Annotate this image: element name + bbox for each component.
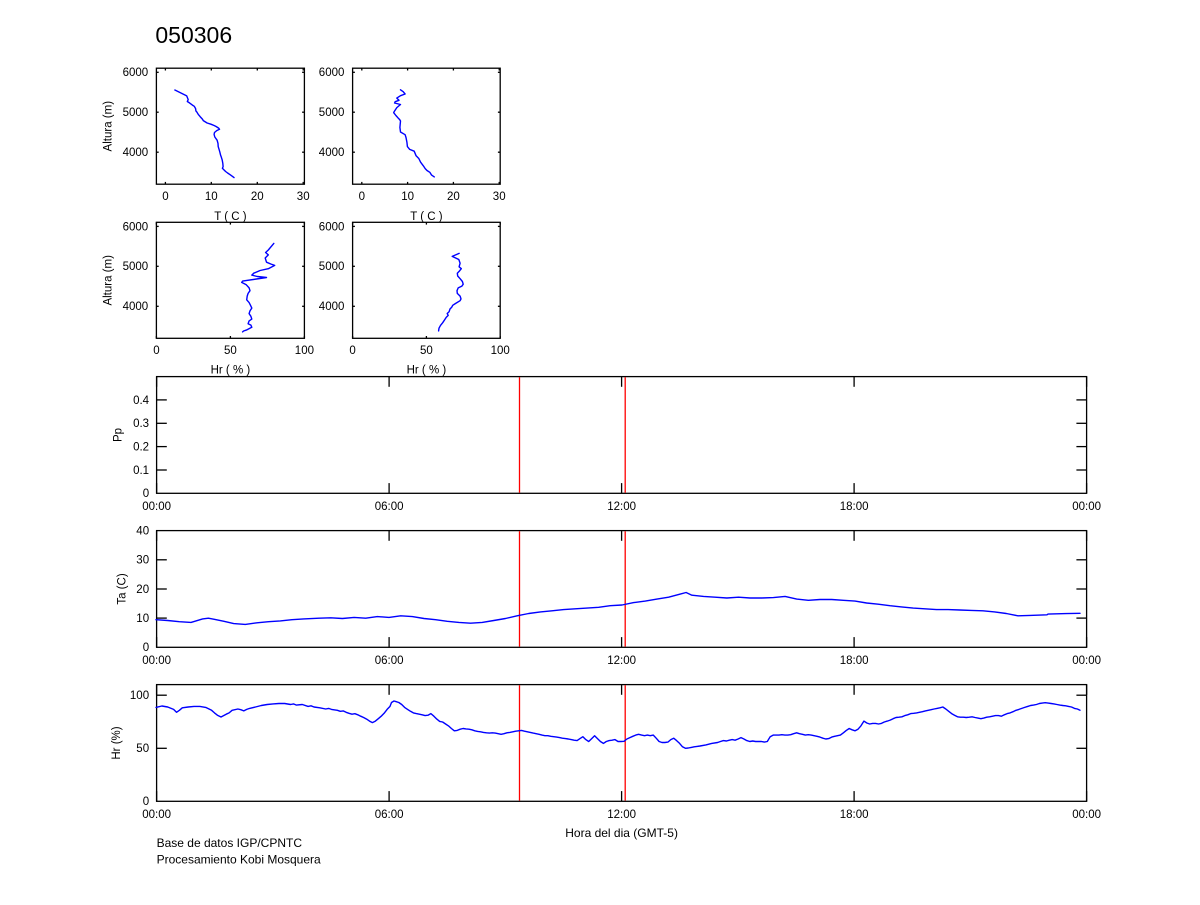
svg-text:4000: 4000 [123, 147, 149, 159]
svg-text:00:00: 00:00 [142, 501, 171, 513]
svg-text:4000: 4000 [319, 301, 345, 313]
svg-text:50: 50 [224, 345, 237, 357]
svg-text:10: 10 [205, 191, 218, 203]
svg-text:0.1: 0.1 [133, 465, 149, 477]
svg-text:050306: 050306 [155, 22, 232, 48]
svg-text:50: 50 [420, 345, 433, 357]
svg-text:100: 100 [130, 690, 149, 702]
svg-text:6000: 6000 [319, 67, 345, 79]
svg-text:06:00: 06:00 [375, 655, 404, 667]
svg-text:18:00: 18:00 [840, 655, 869, 667]
svg-text:30: 30 [493, 191, 506, 203]
svg-text:40: 40 [136, 526, 149, 538]
svg-text:00:00: 00:00 [1072, 809, 1101, 821]
svg-text:Hr (%): Hr (%) [111, 726, 123, 759]
svg-text:10: 10 [136, 613, 149, 625]
svg-text:6000: 6000 [319, 221, 345, 233]
svg-text:5000: 5000 [319, 261, 345, 273]
svg-text:T ( C ): T ( C ) [410, 211, 443, 223]
svg-text:18:00: 18:00 [840, 809, 869, 821]
svg-text:20: 20 [136, 584, 149, 596]
svg-text:00:00: 00:00 [142, 809, 171, 821]
svg-text:4000: 4000 [123, 301, 149, 313]
svg-text:00:00: 00:00 [1072, 655, 1101, 667]
svg-text:00:00: 00:00 [142, 655, 171, 667]
svg-text:18:00: 18:00 [840, 501, 869, 513]
svg-text:5000: 5000 [123, 261, 149, 273]
svg-text:30: 30 [136, 555, 149, 567]
svg-text:Hr ( % ): Hr ( % ) [407, 364, 447, 376]
svg-text:100: 100 [491, 345, 510, 357]
svg-text:0: 0 [143, 642, 149, 654]
svg-text:Ta (C): Ta (C) [116, 573, 128, 604]
svg-text:Procesamiento Kobi Mosquera: Procesamiento Kobi Mosquera [157, 853, 321, 867]
svg-text:0: 0 [153, 345, 159, 357]
svg-text:0: 0 [359, 191, 365, 203]
svg-text:0: 0 [349, 345, 355, 357]
svg-text:0: 0 [143, 488, 149, 500]
svg-text:Altura (m): Altura (m) [103, 255, 115, 306]
svg-text:00:00: 00:00 [1072, 501, 1101, 513]
svg-text:5000: 5000 [319, 107, 345, 119]
svg-text:12:00: 12:00 [607, 809, 636, 821]
svg-text:0.3: 0.3 [133, 418, 149, 430]
svg-text:06:00: 06:00 [375, 501, 404, 513]
svg-text:0: 0 [143, 796, 149, 808]
svg-text:0.4: 0.4 [133, 395, 150, 407]
svg-text:10: 10 [401, 191, 414, 203]
svg-text:4000: 4000 [319, 147, 345, 159]
svg-text:12:00: 12:00 [607, 655, 636, 667]
svg-text:50: 50 [136, 743, 149, 755]
svg-text:Pp: Pp [113, 428, 125, 442]
svg-text:30: 30 [297, 191, 310, 203]
svg-text:0.2: 0.2 [133, 442, 149, 454]
svg-text:Hr ( % ): Hr ( % ) [211, 364, 251, 376]
svg-text:T ( C ): T ( C ) [214, 211, 247, 223]
svg-text:20: 20 [251, 191, 264, 203]
svg-text:Hora del dia (GMT-5): Hora del dia (GMT-5) [565, 826, 678, 840]
svg-text:5000: 5000 [123, 107, 149, 119]
svg-text:20: 20 [447, 191, 460, 203]
svg-text:6000: 6000 [123, 67, 149, 79]
svg-text:6000: 6000 [123, 221, 149, 233]
svg-text:12:00: 12:00 [607, 501, 636, 513]
svg-text:06:00: 06:00 [375, 809, 404, 821]
svg-text:100: 100 [295, 345, 314, 357]
svg-text:Altura (m): Altura (m) [103, 101, 115, 152]
svg-text:0: 0 [162, 191, 168, 203]
svg-text:Base de datos IGP/CPNTC: Base de datos IGP/CPNTC [157, 836, 303, 850]
